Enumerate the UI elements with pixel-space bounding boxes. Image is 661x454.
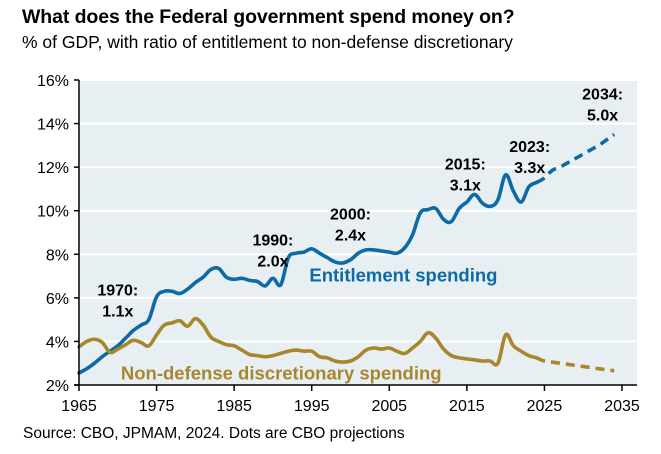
- entitlement-line: [77, 172, 539, 375]
- y-tick-label: 16%: [37, 73, 69, 90]
- axes: [74, 79, 637, 391]
- ratio-annotation: 1970: 1.1x: [97, 283, 138, 321]
- non-defense-line: [77, 316, 539, 367]
- ratio-annotation: 2034: 5.0x: [582, 87, 623, 125]
- y-tick-label: 2%: [46, 378, 69, 395]
- annotation-year: 2023:: [509, 139, 550, 156]
- x-tick-label: 2025: [527, 398, 563, 415]
- y-tick-label: 12%: [37, 160, 69, 177]
- annotations: 1970: 1.1x 1990: 2.0x 2000: 2.4x 2015: 3.1x 2023…: [97, 87, 623, 321]
- annotation-year: 2034:: [582, 87, 623, 104]
- annotation-ratio: 3.3x: [514, 160, 545, 177]
- x-tick-label: 2015: [449, 398, 485, 415]
- series-group: [77, 132, 616, 375]
- x-tick-label: 1985: [216, 398, 252, 415]
- annotation-year: 1990:: [252, 233, 293, 250]
- annotation-ratio: 5.0x: [587, 108, 618, 125]
- x-tick-label: 2005: [371, 398, 407, 415]
- tick-labels: 2% 4% 6% 8% 10% 12% 14% 16% 1965 1975 1985 1995 2005…: [37, 73, 640, 415]
- x-tick-label: 1995: [294, 398, 330, 415]
- entitlement-series-label: Entitlement spending: [309, 265, 497, 286]
- entitlement-projection-line: [535, 132, 616, 184]
- annotation-year: 2000:: [330, 206, 371, 223]
- x-tick-label: 1975: [139, 398, 175, 415]
- ratio-annotation: 1990: 2.0x: [252, 233, 293, 271]
- chart-title: What does the Federal government spend m…: [22, 6, 515, 28]
- y-tick-label: 4%: [46, 334, 69, 351]
- x-tick-label: 2035: [604, 398, 640, 415]
- source-note: Source: CBO, JPMAM, 2024. Dots are CBO p…: [23, 425, 405, 442]
- annotation-ratio: 2.4x: [335, 227, 366, 244]
- plot-background: [80, 80, 637, 385]
- y-tick-label: 10%: [37, 204, 69, 221]
- y-tick-label: 14%: [37, 117, 69, 134]
- ratio-annotation: 2015: 3.1x: [445, 156, 486, 194]
- y-tick-label: 8%: [46, 247, 69, 264]
- annotation-ratio: 2.0x: [257, 254, 288, 271]
- chart-subtitle: % of GDP, with ratio of entitlement to n…: [22, 32, 513, 52]
- x-tick-label: 1965: [61, 398, 97, 415]
- series-labels: Entitlement spending Non-defense discreti…: [121, 265, 498, 384]
- annotation-year: 2015:: [445, 156, 486, 173]
- annotation-ratio: 3.1x: [450, 177, 481, 194]
- annotation-year: 1970:: [97, 283, 138, 300]
- annotation-ratio: 1.1x: [102, 304, 133, 321]
- y-tick-label: 6%: [46, 291, 69, 308]
- ratio-annotation: 2000: 2.4x: [330, 206, 371, 244]
- non-defense-projection-line: [535, 356, 615, 373]
- ratio-annotation: 2023: 3.3x: [509, 139, 550, 177]
- non-defense-series-label: Non-defense discretionary spending: [121, 363, 442, 384]
